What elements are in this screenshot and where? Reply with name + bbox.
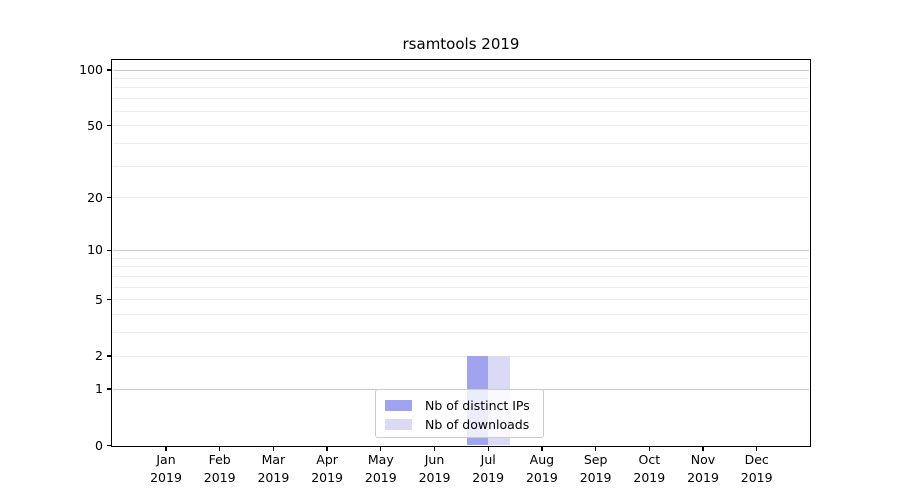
x-tick-label: Jan 2019 <box>150 452 182 485</box>
x-tick-label: Apr 2019 <box>311 452 343 485</box>
legend-item-distinct-ips: Nb of distinct IPs <box>385 396 535 415</box>
x-tick-label: Sep 2019 <box>579 452 612 485</box>
gridline-minor <box>113 314 809 316</box>
y-tick-label: 10 <box>87 242 103 258</box>
x-axis-tick <box>219 446 221 451</box>
x-axis-tick <box>648 446 650 451</box>
gridline-minor <box>113 355 809 357</box>
y-tick-label: 100 <box>79 62 103 77</box>
y-axis-tick <box>107 444 112 447</box>
x-axis-tick <box>380 446 382 451</box>
y-axis-tick <box>107 299 112 301</box>
gridline-minor <box>113 299 809 301</box>
y-tick-label: 1 <box>95 381 103 397</box>
x-axis-tick <box>594 446 597 451</box>
x-axis-tick <box>702 446 704 451</box>
gridline-minor <box>113 110 809 112</box>
legend: Nb of distinct IPs Nb of downloads <box>375 389 544 438</box>
y-axis-tick <box>107 388 112 390</box>
x-tick-label: Jun 2019 <box>418 452 451 485</box>
y-axis-tick <box>107 124 112 127</box>
x-axis-tick <box>272 446 275 451</box>
gridline-major <box>113 249 809 251</box>
y-tick-label: 0 <box>95 437 103 453</box>
gridline-minor <box>113 125 809 127</box>
gridline-minor <box>113 87 809 89</box>
gridline-minor <box>113 257 809 259</box>
gridline-minor <box>113 98 809 100</box>
x-axis-tick <box>487 446 489 451</box>
x-tick-label: Oct 2019 <box>633 452 666 485</box>
gridline-minor <box>113 275 809 277</box>
y-tick-label: 2 <box>95 348 103 364</box>
gridline-minor <box>113 165 809 167</box>
legend-swatch-downloads <box>385 419 412 430</box>
y-axis-tick <box>107 355 112 357</box>
gridline-minor <box>113 286 809 288</box>
x-tick-label: Jul 2019 <box>472 452 505 485</box>
gridline-minor <box>113 197 809 199</box>
x-tick-label: Dec 2019 <box>740 452 773 485</box>
x-tick-label: Mar 2019 <box>257 452 290 485</box>
y-tick-label: 50 <box>87 117 103 133</box>
gridline-minor <box>113 332 809 334</box>
x-tick-label: Nov 2019 <box>687 452 719 485</box>
chart-title: rsamtools 2019 <box>402 35 520 53</box>
gridline-minor <box>113 142 809 144</box>
x-axis-tick <box>165 446 167 451</box>
gridline-major <box>113 69 809 71</box>
x-axis-tick <box>756 446 758 451</box>
gridline-minor <box>113 77 809 79</box>
x-tick-label: Aug 2019 <box>525 452 558 485</box>
y-tick-label: 5 <box>95 291 103 307</box>
x-axis-tick <box>433 446 436 451</box>
x-axis-tick <box>326 446 328 451</box>
x-axis-tick <box>541 446 543 451</box>
y-tick-label: 20 <box>87 189 103 205</box>
legend-item-downloads: Nb of downloads <box>385 415 535 434</box>
legend-swatch-distinct-ips <box>385 400 412 411</box>
y-axis-tick <box>107 197 112 199</box>
y-axis-tick <box>107 249 112 252</box>
x-tick-label: Feb 2019 <box>203 452 236 485</box>
legend-label-downloads: Nb of downloads <box>425 417 530 432</box>
legend-label-distinct-ips: Nb of distinct IPs <box>425 398 530 413</box>
y-axis-tick <box>107 69 112 71</box>
gridline-minor <box>113 266 809 268</box>
x-tick-label: May 2019 <box>364 452 397 485</box>
